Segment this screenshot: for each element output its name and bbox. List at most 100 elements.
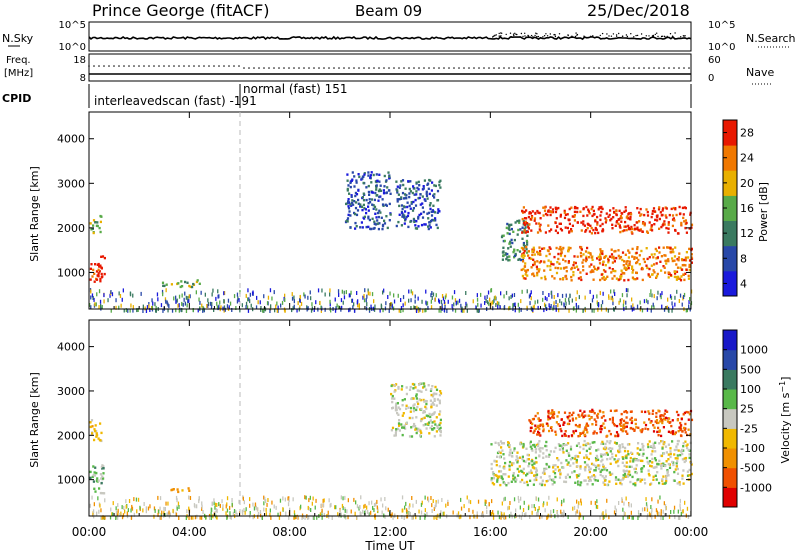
echo-cell [608, 480, 611, 483]
echo-cell [458, 298, 461, 303]
echo-cell [396, 198, 399, 201]
echo-cell [390, 429, 393, 432]
echo-cell [459, 515, 461, 520]
echo-cell [412, 185, 415, 188]
nave-point [88, 65, 90, 67]
echo-cell [267, 498, 269, 502]
echo-cell [346, 189, 349, 192]
echo-cell [359, 511, 361, 516]
freq-left-tick-top: 18 [73, 55, 86, 66]
colorbar-segment [723, 330, 737, 351]
echo-cell [573, 255, 576, 258]
echo-cell [650, 308, 652, 313]
echo-cell [390, 392, 393, 396]
echo-cell [564, 434, 567, 437]
echo-cell [636, 207, 639, 210]
echo-cell [491, 499, 493, 504]
echo-cell [99, 473, 102, 476]
echo-cell [247, 288, 249, 293]
echo-cell [493, 474, 496, 477]
echo-cell [655, 262, 658, 265]
echo-cell [192, 308, 194, 312]
echo-cell [596, 416, 599, 419]
echo-cell [281, 300, 284, 305]
echo-cell [523, 249, 526, 253]
colorbar-segment [723, 408, 737, 429]
echo-cell [329, 503, 331, 508]
echo-cell [110, 290, 112, 294]
echo-cell [580, 498, 582, 503]
echo-cell [671, 460, 674, 464]
echo-cell [402, 183, 405, 187]
echo-cell [410, 406, 413, 410]
echo-cell [507, 259, 510, 262]
echo-cell [624, 209, 627, 212]
echo-cell [185, 309, 188, 313]
echo-cell [225, 511, 227, 516]
echo-cell [533, 260, 536, 264]
echo-cell [679, 266, 682, 269]
echo-cell [542, 214, 545, 217]
echo-cell [178, 294, 181, 299]
echo-region [170, 487, 191, 494]
echo-cell [431, 291, 433, 295]
echo-cell [516, 219, 519, 223]
nave-point [673, 67, 675, 69]
echo-cell [683, 258, 686, 262]
echo-cell [535, 475, 538, 479]
echo-cell [538, 252, 541, 255]
echo-cell [420, 417, 423, 421]
echo-cell [398, 308, 400, 313]
echo-cell [90, 289, 92, 294]
echo-cell [667, 443, 670, 446]
echo-cell [611, 472, 614, 476]
echo-cell [263, 294, 265, 299]
echo-cell [608, 471, 611, 474]
echo-cell [625, 496, 627, 501]
noise-search-point [663, 35, 665, 37]
echo-cell [400, 423, 403, 426]
echo-cell [309, 290, 311, 295]
echo-cell [533, 445, 537, 448]
echo-cell [126, 511, 128, 516]
echo-cell [380, 303, 382, 308]
echo-cell [587, 208, 590, 211]
echo-cell [525, 245, 528, 249]
echo-cell [210, 305, 213, 310]
echo-cell [402, 303, 404, 308]
echo-cell [354, 194, 357, 198]
echo-cell [547, 259, 550, 262]
echo-cell [428, 432, 431, 435]
echo-cell [348, 308, 350, 313]
echo-cell [621, 478, 624, 481]
echo-cell [356, 504, 359, 509]
echo-cell [568, 300, 570, 305]
echo-cell [678, 426, 681, 429]
echo-cell [419, 419, 423, 423]
echo-cell [599, 253, 602, 256]
noise-search-point [543, 35, 546, 37]
echo-cell [520, 246, 523, 250]
echo-cell [619, 275, 622, 278]
echo-cell [414, 428, 417, 431]
echo-cell [342, 506, 344, 511]
nave-point [553, 67, 555, 69]
echo-cell [435, 293, 437, 298]
echo-cell [95, 278, 99, 281]
echo-cell [552, 509, 555, 514]
echo-cell [666, 471, 669, 475]
echo-cell [552, 470, 555, 473]
noise-search-point [621, 35, 624, 37]
echo-cell [90, 305, 92, 310]
cpid-mode-1: interleavedscan (fast) -191 [94, 94, 257, 108]
echo-cell [558, 308, 560, 313]
echo-cell [439, 418, 442, 422]
echo-cell [89, 222, 92, 225]
echo-cell [428, 192, 431, 196]
echo-cell [640, 478, 643, 481]
echo-cell [299, 298, 301, 303]
echo-cell [641, 507, 644, 512]
echo-cell [243, 500, 245, 505]
echo-cell [531, 510, 533, 515]
echo-cell [520, 515, 523, 520]
